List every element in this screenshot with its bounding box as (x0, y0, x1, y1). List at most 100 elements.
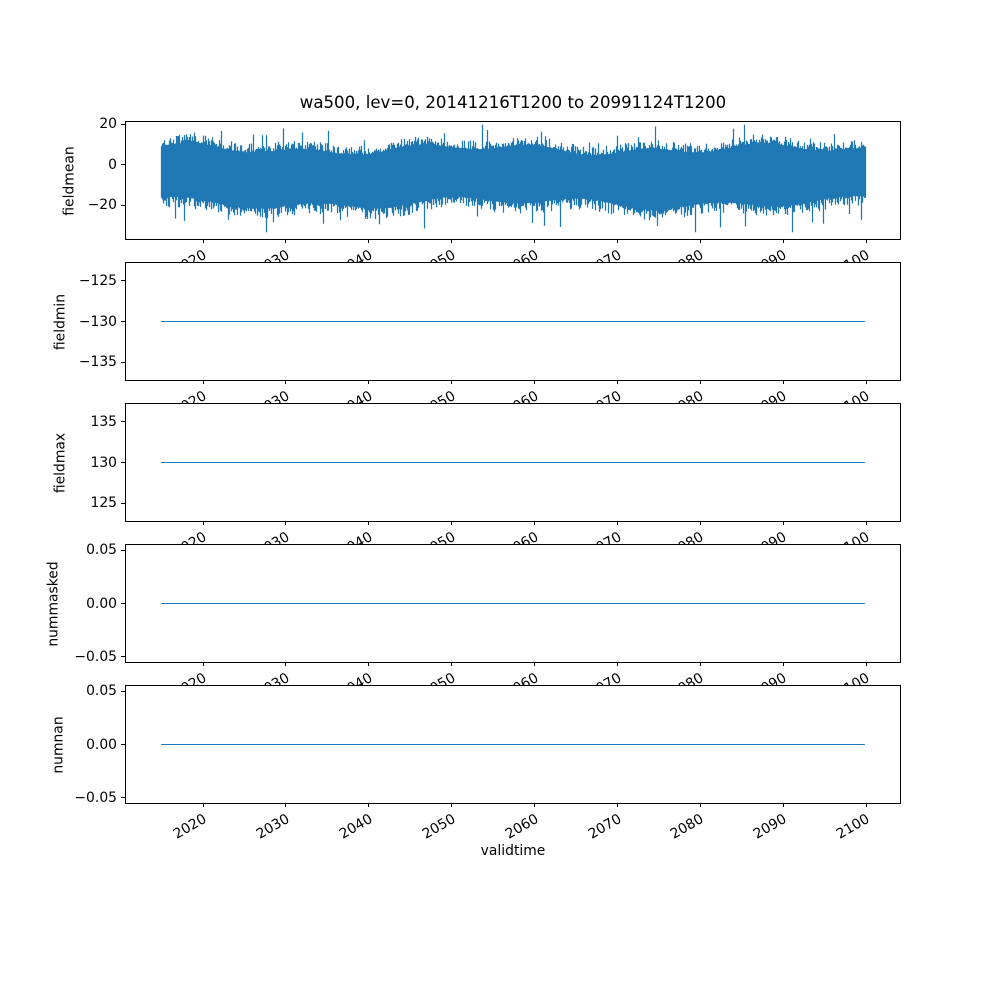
y-tick (121, 603, 125, 604)
x-tick-label: 2070 (585, 811, 624, 843)
x-tick (202, 662, 204, 666)
y-tick-label: 0.00 (86, 595, 117, 612)
x-tick (451, 662, 453, 666)
y-tick-label: 130 (90, 454, 117, 471)
chart-title: wa500, lev=0, 20141216T1200 to 20991124T… (299, 93, 727, 112)
x-tick (451, 239, 453, 243)
y-tick-label: 0.05 (86, 542, 117, 559)
x-tick (202, 803, 204, 807)
x-tick (368, 239, 370, 243)
y-tick (121, 690, 125, 692)
x-tick (285, 521, 287, 525)
y-tick-label: −0.05 (74, 789, 117, 806)
x-tick (202, 239, 204, 243)
y-axis-label-fieldmax: fieldmax (52, 432, 69, 493)
y-tick-label: 135 (90, 413, 117, 430)
x-tick (285, 662, 287, 666)
y-tick (121, 164, 125, 165)
y-tick-label: −135 (78, 354, 117, 371)
y-tick-label: −0.05 (74, 648, 117, 665)
x-tick (534, 239, 535, 243)
y-tick-label: 0 (108, 156, 117, 173)
x-tick (616, 521, 618, 525)
y-tick (121, 744, 125, 745)
y-tick (121, 502, 125, 504)
y-tick (121, 280, 125, 282)
y-tick-label: 20 (99, 116, 117, 132)
y-tick (121, 656, 125, 658)
x-tick (699, 662, 701, 666)
series-line-nummasked (161, 602, 866, 605)
x-tick-label: 2100 (833, 811, 873, 843)
x-tick (534, 380, 535, 384)
x-axis-label: validtime (480, 843, 546, 859)
x-tick (616, 803, 618, 807)
x-tick (368, 662, 370, 666)
y-tick-label: 125 (90, 495, 117, 512)
x-tick (451, 521, 453, 525)
x-tick (616, 662, 618, 666)
y-axis-label-fieldmin: fieldmin (52, 293, 69, 350)
x-tick (699, 239, 701, 243)
y-tick (121, 421, 125, 423)
x-tick (451, 803, 453, 807)
x-tick (202, 380, 204, 384)
series-line-fieldmin (161, 320, 866, 323)
x-tick (865, 239, 867, 243)
x-tick-label: 2050 (419, 811, 459, 843)
x-tick (782, 239, 784, 243)
x-tick (534, 662, 535, 666)
y-tick-label: 0.05 (86, 683, 117, 700)
x-tick (202, 521, 204, 525)
x-tick (285, 380, 287, 384)
y-axis-label-fieldmean: fieldmean (61, 145, 78, 216)
y-tick (121, 321, 125, 322)
y-tick (121, 797, 125, 799)
x-tick (368, 521, 370, 525)
y-tick-label: −130 (78, 313, 117, 330)
x-tick (782, 662, 784, 666)
x-tick (285, 803, 287, 807)
subplot-numnan: 2020 2030 2040 2050 2060 2070 2080 2090 2100 (125, 685, 901, 843)
x-tick (782, 803, 784, 807)
x-tick (616, 380, 618, 384)
x-tick (534, 521, 535, 525)
y-tick-label: 0.00 (86, 736, 117, 753)
x-tick (368, 380, 370, 384)
x-tick (368, 803, 370, 807)
x-tick-label: 2080 (668, 811, 707, 843)
x-tick (782, 380, 784, 384)
series-line-numnan (161, 743, 866, 746)
x-tick-label: 2090 (751, 811, 790, 843)
x-tick-label: 2060 (502, 811, 541, 843)
x-tick (699, 521, 701, 525)
y-axis-label-numnan: numnan (50, 715, 67, 774)
x-tick (865, 662, 867, 666)
y-tick (121, 361, 125, 363)
x-tick (451, 380, 453, 384)
x-tick (865, 380, 867, 384)
y-tick-label: −125 (78, 272, 117, 289)
y-tick (121, 549, 125, 551)
y-tick (121, 204, 125, 206)
x-tick (534, 803, 535, 807)
y-tick-label: −20 (87, 197, 117, 213)
x-tick (285, 239, 287, 243)
x-tick (782, 521, 784, 525)
y-tick (121, 462, 125, 463)
x-tick-label: 2030 (253, 811, 293, 843)
x-tick (699, 380, 701, 384)
x-tick (865, 521, 867, 525)
x-tick (865, 803, 867, 807)
x-tick-label: 2040 (336, 811, 376, 843)
x-tick (616, 239, 618, 243)
series-line-fieldmax (161, 461, 866, 464)
y-tick (121, 123, 125, 125)
x-tick (699, 803, 701, 807)
series-noise-fieldmean (160, 124, 867, 233)
